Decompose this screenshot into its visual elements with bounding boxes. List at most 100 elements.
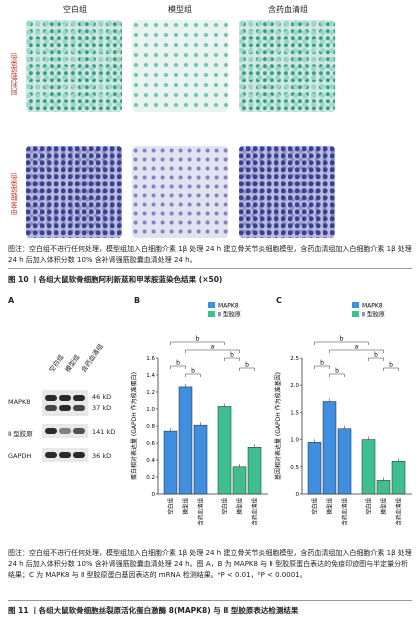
legend-label: MAPK8 <box>362 303 383 310</box>
significance-bracket <box>239 367 255 371</box>
x-tick-label: 空白组 <box>167 498 175 515</box>
x-tick-label: 含药血清组 <box>251 498 259 526</box>
significance-label: b <box>245 362 249 369</box>
legend-swatch <box>208 302 215 308</box>
significance-bracket <box>170 365 186 369</box>
bar <box>247 447 262 495</box>
stain-image-alcian-blank <box>26 20 122 112</box>
blot-label-gapdh: GAPDH <box>8 452 32 460</box>
y-tick-label: 0.4 <box>146 458 155 464</box>
significance-label: b <box>374 352 378 359</box>
x-tick-label: 模型组 <box>326 498 334 515</box>
significance-label: b <box>176 360 180 367</box>
significance-label: b <box>389 362 393 369</box>
stain-image-toluidine-drug <box>239 146 335 238</box>
fig10-note: 图注：空白组不进行任何处理，模型组加入白细胞介素 1β 处理 24 h 建立骨关… <box>8 245 412 264</box>
col-header-drug: 含药血清组 <box>268 5 308 14</box>
fig11-note: 图注：空白组不进行任何处理，模型组加入白细胞介素 1β 处理 24 h 建立骨关… <box>8 549 412 579</box>
y-tick-label: 1.6 <box>146 356 155 362</box>
y-tick-label: 0 <box>152 492 156 498</box>
divider <box>8 268 412 269</box>
y-axis-label: 蛋白相对表达量 (GAPDH 作为校准蛋白) <box>130 372 138 480</box>
significance-label: a <box>355 344 359 351</box>
significance-bracket <box>224 357 240 361</box>
bar <box>376 480 391 495</box>
significance-bracket <box>170 341 225 345</box>
significance-label: b <box>191 368 195 375</box>
significance-bracket <box>329 349 384 353</box>
significance-bracket <box>185 373 201 377</box>
x-tick-label: 模型组 <box>236 498 244 515</box>
x-tick-label: 含药血清组 <box>197 498 205 526</box>
significance-bracket <box>314 365 330 369</box>
significance-label: b <box>230 352 234 359</box>
mapk8-size-37: 37 kD <box>92 404 112 412</box>
stain-image-alcian-model <box>132 20 228 112</box>
legend-swatch <box>352 311 359 317</box>
y-tick-label: 1.4 <box>146 373 155 379</box>
bar <box>193 424 208 495</box>
significance-label: b <box>196 336 200 343</box>
bar <box>217 406 232 495</box>
row-header-alcian: 阿利新蓝染色 <box>10 53 18 95</box>
y-tick-label: 2.5 <box>290 356 299 362</box>
blot-label-col2: Ⅱ 型胶原 <box>8 430 33 438</box>
x-tick-label: 模型组 <box>380 498 388 515</box>
significance-bracket <box>383 367 399 371</box>
y-axis-label: 基因相对表达量 (GAPDH 作为校准基因) <box>274 372 282 480</box>
significance-bracket <box>329 373 345 377</box>
row-header-toluidine: 甲苯胺蓝染色 <box>10 173 18 215</box>
divider <box>8 600 412 601</box>
legend-label: MAPK8 <box>218 303 239 310</box>
significance-label: b <box>340 336 344 343</box>
col-header-model: 模型组 <box>168 5 192 14</box>
y-tick-label: 1.2 <box>146 390 155 396</box>
panel-c-letter: C <box>276 296 282 305</box>
y-tick-label: 0.6 <box>146 441 155 447</box>
y-tick-label: 0.5 <box>290 465 299 471</box>
x-tick-label: 空白组 <box>311 498 319 515</box>
lane-label-drug: 含药血清组 <box>79 342 105 374</box>
x-tick-label: 空白组 <box>221 498 229 515</box>
lane-label-model: 模型组 <box>63 353 82 374</box>
significance-bracket <box>368 357 384 361</box>
significance-label: a <box>211 344 215 351</box>
y-tick-label: 2.0 <box>290 383 299 389</box>
gapdh-size-36: 36 kD <box>92 452 112 460</box>
bar <box>178 386 193 495</box>
legend-swatch <box>352 302 359 308</box>
y-tick-label: 0 <box>296 492 300 498</box>
y-tick-label: 0.8 <box>146 424 155 430</box>
bar <box>391 461 406 495</box>
chart-b: 蛋白相对表达量 (GAPDH 作为校准蛋白) 0 0.2 0.4 0.6 0.8 1.0 1.… <box>130 302 268 526</box>
blot-box-gapdh <box>42 448 88 462</box>
y-tick-label: 1.0 <box>290 438 299 444</box>
col-header-blank: 空白组 <box>63 5 87 14</box>
fig10-title: 图 10 丨各组大鼠软骨细胞阿利新蓝和甲苯胺蓝染色结果 (×50) <box>8 275 223 284</box>
lane-label-blank: 空白组 <box>47 353 66 374</box>
stain-image-alcian-drug <box>239 20 335 112</box>
y-tick-label: 0.2 <box>146 475 155 481</box>
bar <box>232 466 247 495</box>
x-tick-label: 含药血清组 <box>395 498 403 526</box>
chart-c: 基因相对表达量 (GAPDH 作为校准基因) 0 0.5 1.0 1.5 2.0 2.5 MA… <box>274 302 412 526</box>
bar <box>163 430 178 495</box>
legend-swatch <box>208 311 215 317</box>
mapk8-size-46: 46 kD <box>92 393 112 401</box>
blot-box-mapk8 <box>42 390 88 416</box>
significance-bracket <box>185 349 240 353</box>
significance-label: b <box>320 360 324 367</box>
bar <box>361 439 376 495</box>
x-tick-label: 模型组 <box>182 498 190 515</box>
legend-label: Ⅱ 型胶原 <box>218 311 241 319</box>
stain-image-toluidine-model <box>132 146 228 238</box>
bar <box>307 442 322 495</box>
legend-label: Ⅱ 型胶原 <box>362 311 385 319</box>
significance-bracket <box>314 341 369 345</box>
y-tick-label: 1.5 <box>290 410 299 416</box>
x-tick-label: 含药血清组 <box>341 498 349 526</box>
bar <box>322 401 337 495</box>
col2-size-141: 141 kD <box>92 428 116 436</box>
panel-b-letter: B <box>134 296 141 305</box>
bar <box>337 428 352 495</box>
